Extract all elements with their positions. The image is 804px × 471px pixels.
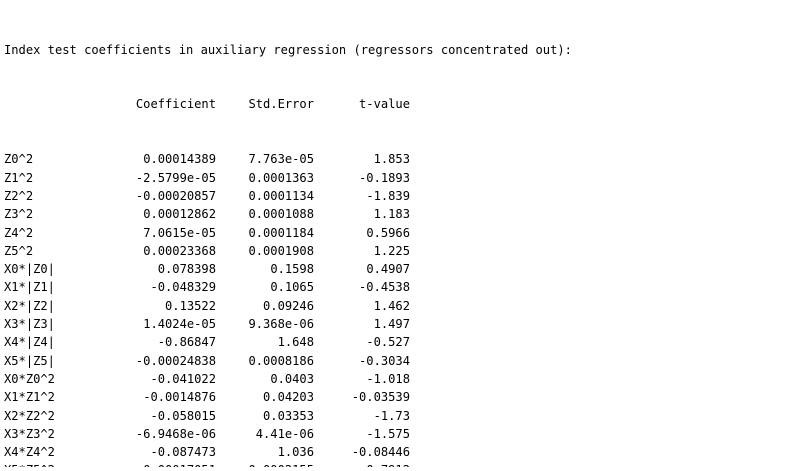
row-t-value: 1.853	[373, 152, 410, 167]
table-row: X4*Z4^2 -0.087473 1.036 -0.08446	[4, 443, 800, 461]
table-row: Z0^2 0.00014389 7.763e-05 1.853	[4, 150, 800, 168]
table-row: X5*Z5^20.000170510.00021550.7912	[4, 461, 800, 467]
row-name: X2*Z2^2	[4, 408, 55, 423]
table-row: X1*Z1^2 -0.0014876 0.04203 -0.03539	[4, 388, 800, 406]
row-coefficient: 1.4024e-05	[143, 317, 216, 332]
row-t-value: 1.462	[373, 298, 410, 313]
row-t-value: -0.527	[366, 335, 410, 350]
row-name: X5*Z5^2	[4, 461, 102, 467]
row-std-error: 7.763e-05	[248, 152, 314, 167]
row-name: X3*Z3^2	[4, 426, 55, 441]
table-row: Z1^2 -2.5799e-05 0.0001363 -0.1893	[4, 169, 800, 187]
row-name: Z1^2	[4, 170, 34, 185]
header-t-value: t-value	[359, 97, 410, 112]
row-coefficient: 0.00014389	[143, 152, 216, 167]
row-t-value: 0.4907	[366, 262, 410, 277]
row-t-value: 1.225	[373, 243, 410, 258]
table-row: Z5^2 0.00023368 0.0001908 1.225	[4, 242, 800, 260]
row-coefficient: -0.86847	[157, 335, 216, 350]
row-std-error: 0.0001184	[248, 225, 314, 240]
row-coefficient: -0.00020857	[135, 188, 216, 203]
row-name: X0*Z0^2	[4, 371, 55, 386]
row-std-error: 0.0001363	[248, 170, 314, 185]
row-std-error: 9.368e-06	[248, 317, 314, 332]
row-t-value: 0.7912	[314, 461, 410, 467]
row-std-error: 0.03353	[263, 408, 314, 423]
row-name: X1*|Z1|	[4, 280, 55, 295]
row-t-value: -0.4538	[359, 280, 410, 295]
row-std-error: 0.1065	[270, 280, 314, 295]
row-coefficient: 0.13522	[165, 298, 216, 313]
row-coefficient: 0.00017051	[102, 461, 216, 467]
row-t-value: -0.3034	[359, 353, 410, 368]
row-coefficient: -0.048329	[150, 280, 216, 295]
row-coefficient: -0.087473	[150, 445, 216, 460]
row-name: Z5^2	[4, 243, 34, 258]
row-t-value: -0.1893	[359, 170, 410, 185]
row-name: Z0^2	[4, 152, 34, 167]
row-name: Z2^2	[4, 188, 34, 203]
table-row: X1*|Z1| -0.048329 0.1065 -0.4538	[4, 278, 800, 296]
row-name: X3*|Z3|	[4, 317, 55, 332]
table-row: Z4^2 7.0615e-05 0.0001184 0.5966	[4, 224, 800, 242]
row-name: X0*|Z0|	[4, 262, 55, 277]
row-std-error: 0.0403	[270, 371, 314, 386]
row-name: X4*|Z4|	[4, 335, 55, 350]
row-coefficient: -0.0014876	[143, 390, 216, 405]
row-name: Z3^2	[4, 207, 34, 222]
table-row: X2*Z2^2 -0.058015 0.03353 -1.73	[4, 407, 800, 425]
table-row: X3*Z3^2 -6.9468e-06 4.41e-06 -1.575	[4, 425, 800, 443]
row-std-error: 0.0008186	[248, 353, 314, 368]
row-std-error: 0.0002155	[216, 461, 314, 467]
table-row: X0*|Z0| 0.078398 0.1598 0.4907	[4, 260, 800, 278]
row-t-value: -1.018	[366, 371, 410, 386]
row-t-value: 0.5966	[366, 225, 410, 240]
row-t-value: -1.839	[366, 188, 410, 203]
row-t-value: -0.03539	[351, 390, 410, 405]
row-std-error: 0.04203	[263, 390, 314, 405]
row-name: Z4^2	[4, 225, 34, 240]
row-t-value: -1.73	[373, 408, 410, 423]
table-row: X5*|Z5| -0.00024838 0.0008186 -0.3034	[4, 352, 800, 370]
row-coefficient: 0.078398	[157, 262, 216, 277]
row-t-value: -0.08446	[351, 445, 410, 460]
row-coefficient: 7.0615e-05	[143, 225, 216, 240]
row-t-value: 1.183	[373, 207, 410, 222]
row-coefficient: -0.041022	[150, 371, 216, 386]
console-output: Index test coefficients in auxiliary reg…	[4, 4, 800, 467]
header-name	[4, 95, 102, 113]
row-coefficient: -0.00024838	[135, 353, 216, 368]
row-std-error: 0.1598	[270, 262, 314, 277]
row-name: X1*Z1^2	[4, 390, 55, 405]
row-coefficient: 0.00012862	[143, 207, 216, 222]
output-title: Index test coefficients in auxiliary reg…	[4, 42, 572, 57]
row-std-error: 1.036	[277, 445, 314, 460]
header-std-error: Std.Error	[248, 97, 314, 112]
coefficient-table: Z0^2 0.00014389 7.763e-05 1.853 Z1^2 -2.5799e…	[4, 150, 800, 467]
row-name: X4*Z4^2	[4, 445, 55, 460]
row-t-value: -1.575	[366, 426, 410, 441]
row-coefficient: -0.058015	[150, 408, 216, 423]
row-std-error: 0.0001088	[248, 207, 314, 222]
table-row: Z3^2 0.00012862 0.0001088 1.183	[4, 205, 800, 223]
row-name: X5*|Z5|	[4, 353, 55, 368]
row-std-error: 0.09246	[263, 298, 314, 313]
row-std-error: 4.41e-06	[255, 426, 314, 441]
row-std-error: 1.648	[277, 335, 314, 350]
table-row: Z2^2 -0.00020857 0.0001134 -1.839	[4, 187, 800, 205]
table-header: Coefficient Std.Error t-value	[4, 95, 800, 113]
table-row: X4*|Z4| -0.86847 1.648 -0.527	[4, 333, 800, 351]
header-coefficient: Coefficient	[135, 97, 216, 112]
table-row: X3*|Z3| 1.4024e-05 9.368e-06 1.497	[4, 315, 800, 333]
row-std-error: 0.0001134	[248, 188, 314, 203]
row-t-value: 1.497	[373, 317, 410, 332]
row-std-error: 0.0001908	[248, 243, 314, 258]
row-coefficient: -2.5799e-05	[135, 170, 216, 185]
row-coefficient: 0.00023368	[143, 243, 216, 258]
table-row: X0*Z0^2 -0.041022 0.0403 -1.018	[4, 370, 800, 388]
row-name: X2*|Z2|	[4, 298, 55, 313]
table-row: X2*|Z2| 0.13522 0.09246 1.462	[4, 297, 800, 315]
row-coefficient: -6.9468e-06	[135, 426, 216, 441]
